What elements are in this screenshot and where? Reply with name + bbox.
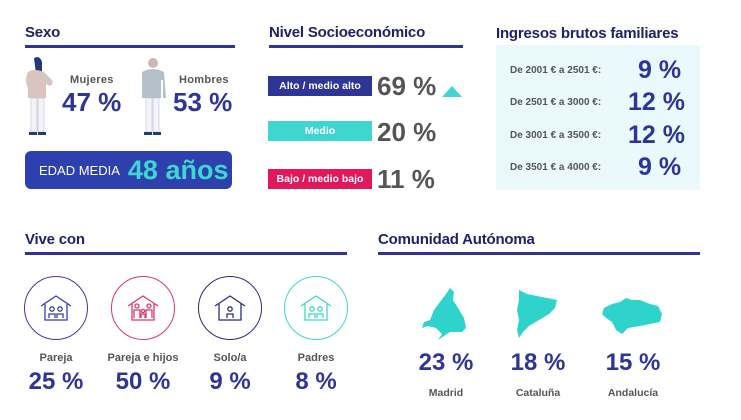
- ingresos-row: De 2001 € a 2501 €: 9 %: [510, 56, 681, 85]
- ingresos-range: De 2501 € a 3000 €:: [510, 97, 602, 108]
- comunidad-label: Madrid: [428, 387, 464, 399]
- trend-up-icon: [442, 86, 462, 97]
- comunidad-value: 18 %: [510, 349, 566, 376]
- vive-con-value: 25 %: [28, 368, 84, 395]
- nivel-value-bajo: 11 %: [377, 164, 435, 194]
- vive-con-title: Vive con: [25, 231, 85, 248]
- nivel-tag-bajo: Bajo / medio bajo: [268, 169, 372, 189]
- ingresos-range: De 3001 € a 3500 €:: [510, 130, 602, 141]
- comunidad-title: Comunidad Autónoma: [378, 231, 535, 248]
- andalucia-map-icon: [602, 298, 662, 334]
- cataluna-map-icon: [517, 290, 557, 338]
- ingresos-value: 12 %: [628, 121, 685, 149]
- house-single-icon: [198, 276, 262, 340]
- edad-media-label: EDAD MEDIA: [39, 162, 120, 178]
- nivel-rule: [269, 45, 463, 48]
- sexo-title: Sexo: [25, 24, 61, 41]
- nivel-tag-medio: Medio: [268, 121, 372, 141]
- vive-con-value: 9 %: [209, 368, 251, 395]
- ingresos-value: 12 %: [628, 88, 685, 116]
- ingresos-row: De 3501 € a 4000 €: 9 %: [510, 153, 681, 182]
- sexo-rule: [25, 45, 235, 48]
- comunidad-value: 15 %: [605, 349, 661, 376]
- ingresos-row: De 3001 € a 3500 €: 12 %: [510, 121, 685, 150]
- ingresos-value: 9 %: [638, 153, 682, 181]
- vive-con-value: 8 %: [295, 368, 337, 395]
- ingresos-value: 9 %: [638, 56, 682, 84]
- comunidad-label: Andalucía: [607, 387, 659, 399]
- vive-con-label: Pareja e hijos: [107, 352, 179, 364]
- nivel-title: Nivel Socioeconómico: [269, 24, 426, 41]
- vive-con-value: 50 %: [115, 368, 171, 395]
- house-family-icon: [111, 276, 175, 340]
- vive-con-rule: [25, 252, 347, 255]
- hombres-label: Hombres: [179, 74, 229, 86]
- edad-media-value: 48 años: [127, 154, 229, 185]
- ingresos-title: Ingresos brutos familiares: [496, 25, 679, 42]
- nivel-tag-alto: Alto / medio alto: [268, 76, 372, 96]
- madrid-map-icon: [422, 288, 466, 340]
- house-couple-icon: [24, 276, 88, 340]
- ingresos-range: De 2001 € a 2501 €:: [510, 65, 602, 76]
- vive-con-label: Solo/a: [213, 352, 247, 364]
- ingresos-panel: De 2001 € a 2501 €: 9 % De 2501 € a 3000…: [496, 45, 700, 190]
- man-figure-icon: [142, 58, 166, 135]
- mujeres-value: 47 %: [62, 87, 122, 117]
- nivel-value-medio: 20 %: [377, 117, 437, 147]
- nivel-value-alto: 69 %: [377, 71, 437, 101]
- comunidad-value: 23 %: [418, 349, 474, 376]
- ingresos-range: De 3501 € a 4000 €:: [510, 162, 602, 173]
- vive-con-label: Padres: [297, 352, 335, 364]
- vive-con-label: Pareja: [39, 352, 73, 364]
- ingresos-row: De 2501 € a 3000 €: 12 %: [510, 88, 685, 117]
- comunidad-rule: [378, 252, 700, 255]
- mujeres-label: Mujeres: [70, 74, 114, 86]
- comunidad-label: Cataluña: [515, 387, 561, 399]
- edad-media-badge: EDAD MEDIA 48 años: [25, 151, 232, 189]
- woman-figure-icon: [26, 57, 53, 135]
- house-parents-icon: [284, 276, 348, 340]
- hombres-value: 53 %: [173, 87, 233, 117]
